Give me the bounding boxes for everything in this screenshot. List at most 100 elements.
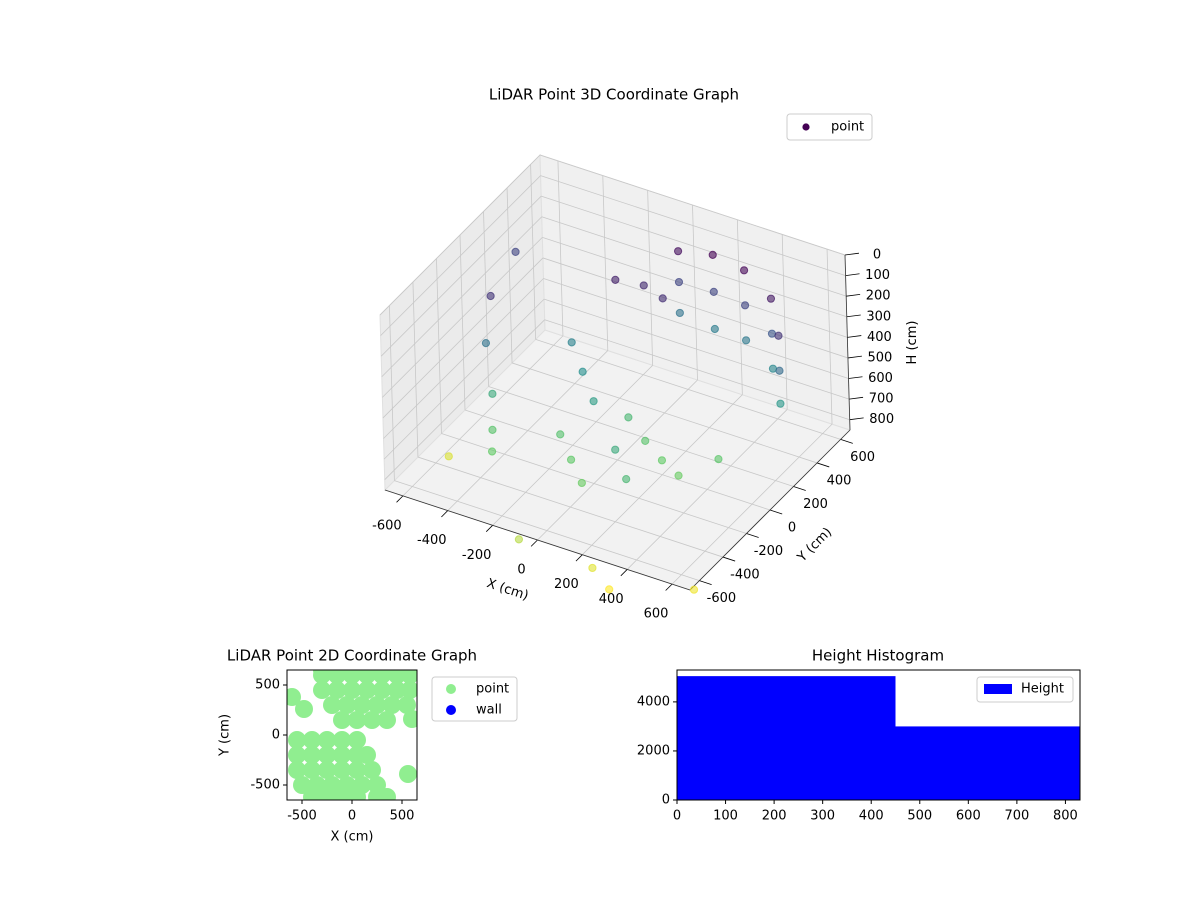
grid-line xyxy=(736,219,743,395)
point xyxy=(328,681,346,699)
point xyxy=(383,696,401,714)
grid-line xyxy=(459,234,466,411)
tick-mark xyxy=(845,273,860,276)
legend-box xyxy=(976,676,1074,703)
point xyxy=(378,788,396,800)
bar xyxy=(895,726,1080,800)
grid-line xyxy=(543,298,850,400)
tick-mark xyxy=(848,376,863,379)
point xyxy=(605,585,614,594)
point xyxy=(378,711,396,729)
point xyxy=(318,788,336,800)
point xyxy=(287,688,301,706)
x-tick-label: 200 xyxy=(762,809,787,824)
grid-line xyxy=(380,195,542,357)
point xyxy=(313,681,331,699)
tick-mark xyxy=(793,486,806,491)
grid-line xyxy=(544,319,850,421)
grid-line xyxy=(436,258,442,434)
legend-box xyxy=(431,676,518,722)
tick-mark xyxy=(620,569,628,577)
tick-mark xyxy=(769,509,783,515)
point xyxy=(774,331,783,340)
grid-line xyxy=(379,154,541,316)
point xyxy=(293,776,311,794)
legend-marker xyxy=(446,684,456,694)
legend-marker xyxy=(984,684,1012,694)
point xyxy=(622,475,631,484)
point xyxy=(338,696,356,714)
grid-line xyxy=(542,257,849,359)
point xyxy=(403,710,417,728)
point xyxy=(368,696,386,714)
point xyxy=(353,696,371,714)
x-tick-label: -600 xyxy=(372,518,402,533)
grid-line xyxy=(542,236,848,338)
point xyxy=(775,366,784,375)
point xyxy=(641,436,650,445)
grid-line xyxy=(692,204,698,381)
point xyxy=(303,746,321,764)
point xyxy=(639,281,648,290)
point xyxy=(741,336,751,345)
grid-line xyxy=(543,278,849,379)
z-tick-label: 400 xyxy=(867,330,892,345)
z-tick-label: 600 xyxy=(868,371,893,386)
grid-line xyxy=(541,216,847,318)
point xyxy=(398,696,416,714)
tick-mark xyxy=(849,396,864,400)
point xyxy=(328,670,346,684)
point xyxy=(318,731,336,749)
y-tick-label: -200 xyxy=(754,544,784,559)
point xyxy=(343,670,361,684)
point xyxy=(766,294,776,303)
point xyxy=(740,301,750,310)
x-tick-label: 500 xyxy=(907,809,932,824)
chart-title: LiDAR Point 3D Coordinate Graph xyxy=(489,86,739,104)
z-tick-label: 100 xyxy=(865,268,890,283)
grid-line xyxy=(483,211,489,387)
point xyxy=(333,731,351,749)
y-tick-label: 4000 xyxy=(637,694,670,709)
point xyxy=(556,430,565,439)
tick-mark xyxy=(847,335,862,338)
point xyxy=(611,275,620,284)
point xyxy=(388,681,406,699)
tick-mark xyxy=(699,580,712,585)
grid-line xyxy=(602,175,609,351)
point xyxy=(401,670,417,684)
grid-line xyxy=(464,409,771,511)
x-tick-label: 800 xyxy=(1053,809,1078,824)
y-axis-label: Y (cm) xyxy=(218,714,233,757)
point xyxy=(333,746,351,764)
point xyxy=(486,291,495,301)
x-axis-label: X (cm) xyxy=(331,830,374,845)
point xyxy=(363,761,381,779)
point xyxy=(511,247,520,257)
point xyxy=(674,471,683,480)
legend-label: wall xyxy=(476,703,502,718)
point xyxy=(444,452,453,461)
x-tick-label: 300 xyxy=(810,809,835,824)
point xyxy=(318,746,336,764)
grid-line xyxy=(412,282,419,458)
point xyxy=(577,478,586,488)
point xyxy=(288,731,306,749)
y-tick-label: -600 xyxy=(707,591,737,606)
point xyxy=(675,308,684,318)
grid-line xyxy=(506,187,513,363)
z-tick-label: 700 xyxy=(869,392,894,407)
point xyxy=(303,761,321,779)
point xyxy=(708,250,717,259)
chart-title: LiDAR Point 2D Coordinate Graph xyxy=(227,647,477,665)
point xyxy=(566,455,576,464)
grid-line xyxy=(382,237,543,398)
z-tick-label: 500 xyxy=(868,350,893,365)
point xyxy=(348,711,366,729)
point xyxy=(588,563,597,573)
legend-label: point xyxy=(831,120,864,135)
z-tick-label: 200 xyxy=(866,289,891,304)
point xyxy=(776,399,785,408)
point xyxy=(363,711,381,729)
